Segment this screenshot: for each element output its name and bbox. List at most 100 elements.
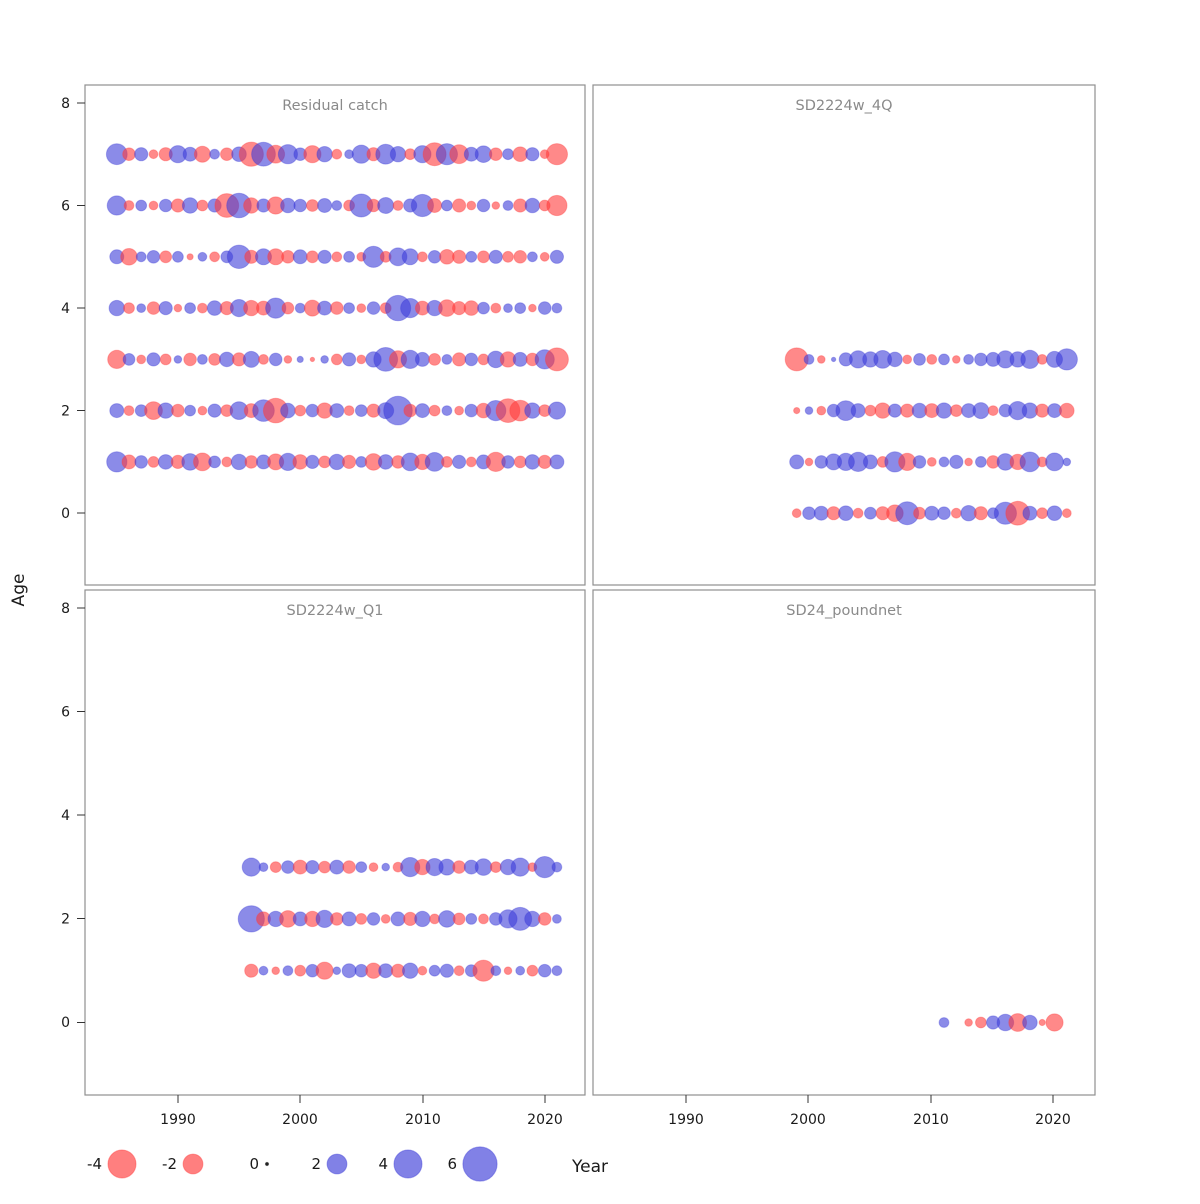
residual-bubble bbox=[280, 402, 296, 419]
residual-bubble bbox=[804, 406, 814, 415]
residual-bubble bbox=[987, 405, 999, 417]
residual-bubble bbox=[282, 965, 294, 977]
residual-bubble bbox=[549, 249, 565, 264]
residual-bubble bbox=[159, 250, 173, 264]
residual-bubble bbox=[134, 455, 148, 469]
residual-bubble bbox=[452, 249, 467, 264]
residual-bubble bbox=[429, 913, 441, 925]
residual-bubble bbox=[241, 857, 261, 877]
residual-bubble bbox=[305, 454, 320, 469]
residual-bubble bbox=[789, 454, 805, 470]
residual-bubble bbox=[389, 146, 407, 163]
residual-bubble bbox=[123, 200, 135, 211]
residual-bubble bbox=[817, 355, 826, 364]
residual-bubble bbox=[1059, 402, 1075, 419]
residual-bubble bbox=[439, 963, 454, 978]
panel-top-right-border bbox=[592, 84, 1096, 586]
residual-bubble bbox=[230, 453, 248, 471]
residual-bubble bbox=[329, 859, 345, 875]
residual-bubble bbox=[171, 403, 185, 418]
residual-bubble bbox=[852, 507, 864, 519]
residual-bubble bbox=[148, 149, 159, 160]
residual-bubble bbox=[952, 355, 961, 364]
panel-title-residual-catch: Residual catch bbox=[282, 98, 388, 114]
residual-bubble bbox=[331, 200, 343, 211]
residual-bubble bbox=[186, 253, 194, 261]
residual-bubble bbox=[452, 454, 467, 469]
legend-label-pos4: 4 bbox=[378, 1155, 388, 1173]
residual-bubble bbox=[524, 910, 541, 928]
residual-bubble bbox=[414, 403, 430, 419]
residual-bubble bbox=[258, 862, 269, 872]
residual-bubble bbox=[146, 352, 161, 367]
residual-bubble bbox=[331, 251, 343, 263]
residual-bubble bbox=[134, 147, 149, 162]
residual-bubble bbox=[281, 301, 295, 315]
x-tick-label: 2000 bbox=[282, 1112, 318, 1128]
residual-bubble bbox=[209, 251, 221, 263]
residual-bubble bbox=[293, 198, 308, 213]
residual-bubble bbox=[524, 197, 541, 214]
x-tick-label: 1990 bbox=[160, 1112, 196, 1128]
residual-bubble bbox=[973, 506, 989, 521]
residual-bubble bbox=[306, 250, 319, 264]
residual-bubble bbox=[1035, 403, 1050, 418]
residual-bubble bbox=[342, 454, 357, 469]
residual-bubble bbox=[950, 507, 962, 519]
residual-bubble bbox=[454, 405, 465, 416]
residual-bubble bbox=[341, 963, 357, 979]
residual-bubble bbox=[414, 910, 431, 928]
residual-bubble bbox=[183, 352, 197, 367]
y-tick-label: 8 bbox=[61, 601, 70, 617]
residual-bubble bbox=[478, 913, 489, 925]
residual-bubble bbox=[281, 249, 295, 264]
residual-bubble bbox=[1055, 348, 1078, 371]
residual-bubble bbox=[964, 1018, 973, 1027]
residual-bubble bbox=[491, 201, 501, 210]
x-axis-tick-labels-right: 1990 2000 2010 2020 bbox=[668, 1112, 1071, 1128]
residual-bubble bbox=[525, 147, 540, 162]
panel-title-sd2224w-4q: SD2224w_4Q bbox=[795, 98, 892, 114]
residual-bubble bbox=[356, 303, 367, 314]
residual-bubble bbox=[355, 861, 368, 873]
residual-bubble bbox=[1022, 505, 1038, 521]
residual-bubble bbox=[296, 355, 304, 363]
y-axis-label: Age bbox=[9, 574, 29, 607]
residual-bubble bbox=[428, 353, 442, 366]
residual-bubble bbox=[537, 454, 552, 469]
residual-bubble bbox=[1045, 452, 1064, 472]
residual-bubble bbox=[887, 403, 903, 418]
legend-bubble bbox=[264, 1161, 270, 1167]
panel-titles: Residual catch SD2224w_4Q SD2224w_Q1 SD2… bbox=[282, 98, 902, 619]
residual-bubble bbox=[158, 301, 173, 316]
residual-bubble bbox=[123, 302, 135, 315]
residual-bubble bbox=[463, 300, 480, 316]
residual-bubble bbox=[452, 352, 467, 367]
y-tick-label: 6 bbox=[61, 705, 70, 721]
residual-bubble bbox=[513, 455, 527, 469]
residual-bubble bbox=[913, 506, 926, 520]
residual-bubble bbox=[317, 198, 333, 213]
residual-bubble bbox=[330, 353, 343, 366]
residual-bubble bbox=[320, 355, 329, 364]
residual-bubble bbox=[502, 200, 514, 211]
residual-bubble bbox=[1038, 1018, 1046, 1027]
residual-bubble bbox=[864, 404, 877, 417]
residual-bubble bbox=[377, 197, 395, 214]
residual-bubble bbox=[356, 354, 367, 365]
residual-bubble bbox=[146, 301, 161, 315]
residual-bubble bbox=[427, 249, 442, 264]
residual-bubble bbox=[1020, 349, 1040, 369]
residual-bubble bbox=[1036, 507, 1049, 520]
residual-bubble bbox=[135, 199, 148, 212]
residual-bubble bbox=[108, 299, 126, 317]
residual-bubble bbox=[159, 353, 172, 366]
residual-bubble bbox=[1036, 354, 1048, 365]
residual-bubble bbox=[938, 353, 950, 366]
y-axis-tick-labels-bottom: 8 6 4 2 0 bbox=[61, 601, 70, 1031]
x-tick-label: 2010 bbox=[913, 1112, 949, 1128]
residual-bubble bbox=[502, 250, 514, 263]
residual-bubble bbox=[417, 251, 428, 263]
residual-bubble bbox=[964, 457, 973, 467]
residual-bubble bbox=[120, 247, 138, 266]
